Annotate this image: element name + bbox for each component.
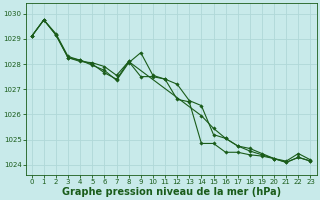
X-axis label: Graphe pression niveau de la mer (hPa): Graphe pression niveau de la mer (hPa)	[61, 187, 281, 197]
